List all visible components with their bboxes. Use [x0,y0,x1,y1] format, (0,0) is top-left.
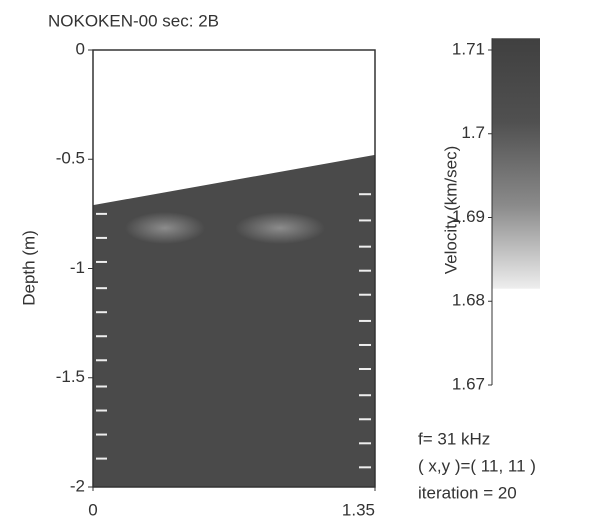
annotation: ( x,y )=( 11, 11 ) [418,456,536,475]
y-tick-label: -0.5 [56,149,85,168]
colorbar-label: Velocity (km/sec) [441,146,460,274]
colorbar-tick-label: 1.69 [452,207,485,226]
y-tick-label: -2 [70,476,85,495]
y-tick-label: -1.5 [56,367,85,386]
colorbar [492,38,540,289]
colorbar-tick-label: 1.7 [461,123,485,142]
y-axis-label: Depth (m) [19,230,38,306]
annotation: f= 31 kHz [418,429,490,448]
y-tick-label: -1 [70,258,85,277]
x-tick-label: 0 [88,500,97,519]
colorbar-tick-label: 1.67 [452,374,485,393]
chart-title: NOKOKEN-00 sec: 2B [48,11,219,30]
colorbar-tick-label: 1.68 [452,291,485,310]
y-tick-label: 0 [76,39,85,58]
annotation: iteration = 20 [418,483,517,502]
x-tick-label: 1.35 [342,500,375,519]
velocity-patch [235,212,325,244]
colorbar-tick-label: 1.71 [452,39,485,58]
velocity-field [93,154,375,487]
velocity-patch [125,212,205,244]
